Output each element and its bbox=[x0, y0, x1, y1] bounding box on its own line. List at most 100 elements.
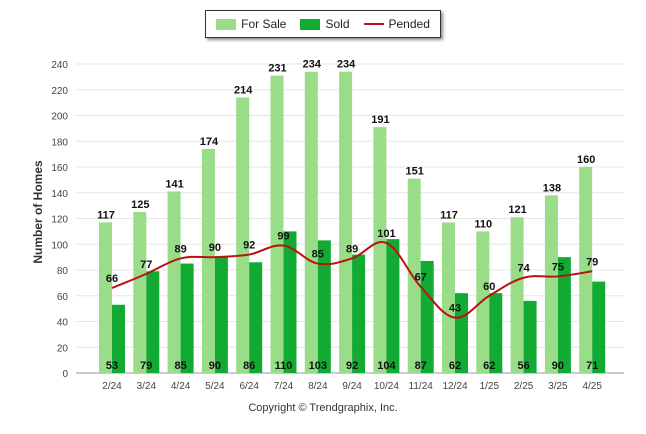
y-tick-label: 200 bbox=[51, 112, 68, 123]
label-pended: 89 bbox=[346, 243, 358, 255]
label-sold: 62 bbox=[483, 360, 495, 372]
bar-for-sale bbox=[373, 127, 387, 374]
label-for-sale: 117 bbox=[440, 209, 458, 221]
y-tick-label: 0 bbox=[62, 369, 68, 380]
label-for-sale: 110 bbox=[474, 218, 492, 230]
y-tick-label: 160 bbox=[51, 163, 68, 174]
pended-line-layer bbox=[111, 241, 593, 319]
legend-label-for-sale: For Sale bbox=[241, 17, 287, 31]
x-tick-label: 9/24 bbox=[342, 381, 362, 392]
label-pended: 101 bbox=[377, 228, 395, 240]
bar-for-sale bbox=[579, 167, 593, 373]
bar-for-sale bbox=[407, 178, 421, 373]
label-pended: 92 bbox=[243, 240, 255, 252]
label-pended: 60 bbox=[483, 281, 495, 293]
label-for-sale: 214 bbox=[234, 84, 253, 96]
label-for-sale: 174 bbox=[200, 136, 219, 148]
label-for-sale: 121 bbox=[508, 204, 526, 216]
label-sold: 85 bbox=[174, 360, 186, 372]
y-tick-label: 220 bbox=[51, 86, 68, 97]
legend-item-pended[interactable]: Pended bbox=[363, 17, 430, 31]
y-tick-label: 180 bbox=[51, 137, 68, 148]
label-for-sale: 117 bbox=[97, 209, 115, 221]
label-sold: 92 bbox=[346, 360, 358, 372]
y-tick-label: 120 bbox=[51, 215, 68, 226]
label-pended: 66 bbox=[106, 273, 118, 285]
x-tick-label: 4/24 bbox=[171, 381, 191, 392]
label-for-sale: 231 bbox=[268, 63, 286, 75]
x-tick-label: 6/24 bbox=[239, 381, 259, 392]
label-for-sale: 160 bbox=[577, 154, 595, 166]
label-sold: 104 bbox=[377, 360, 396, 372]
x-tick-label: 4/25 bbox=[582, 381, 602, 392]
bar-for-sale bbox=[201, 148, 215, 373]
label-pended: 79 bbox=[586, 256, 598, 268]
label-sold: 90 bbox=[209, 360, 221, 372]
x-tick-label: 11/24 bbox=[409, 381, 434, 392]
x-tick-label: 12/24 bbox=[442, 381, 467, 392]
y-axis-ticks: 0 20 40 60 80 100 120 140 160 180 200 220 240 bbox=[51, 60, 68, 380]
bar-for-sale bbox=[304, 71, 318, 373]
x-tick-label: 1/25 bbox=[480, 381, 500, 392]
x-tick-label: 7/24 bbox=[274, 381, 294, 392]
label-pended: 75 bbox=[552, 261, 564, 273]
x-tick-label: 2/24 bbox=[102, 381, 122, 392]
label-for-sale: 234 bbox=[337, 59, 356, 71]
label-sold: 56 bbox=[517, 360, 529, 372]
bar-for-sale bbox=[236, 97, 250, 373]
label-sold: 62 bbox=[449, 360, 461, 372]
label-pended: 85 bbox=[312, 249, 324, 261]
label-sold: 53 bbox=[106, 360, 118, 372]
legend: For Sale Sold Pended bbox=[205, 10, 441, 38]
bar-for-sale bbox=[133, 212, 147, 373]
label-sold: 110 bbox=[275, 360, 293, 372]
label-for-sale: 151 bbox=[406, 166, 424, 178]
label-pended: 74 bbox=[517, 263, 530, 275]
y-tick-label: 60 bbox=[57, 292, 69, 303]
legend-swatch-pended bbox=[363, 23, 384, 25]
legend-swatch-for-sale bbox=[216, 18, 237, 30]
x-tick-label: 5/24 bbox=[205, 381, 225, 392]
label-pended: 43 bbox=[449, 303, 461, 315]
y-tick-label: 140 bbox=[51, 189, 68, 200]
copyright-text: Copyright © Trendgraphix, Inc. bbox=[248, 402, 398, 414]
bar-for-sale bbox=[442, 222, 455, 373]
label-for-sale: 234 bbox=[303, 59, 322, 71]
label-for-sale: 141 bbox=[165, 178, 183, 190]
x-tick-label: 8/24 bbox=[308, 381, 328, 392]
y-tick-label: 100 bbox=[51, 240, 68, 251]
bar-for-sale bbox=[544, 195, 558, 373]
legend-label-pended: Pended bbox=[388, 17, 430, 31]
legend-item-sold[interactable]: Sold bbox=[300, 17, 350, 31]
label-sold: 103 bbox=[309, 360, 327, 372]
x-tick-label: 3/24 bbox=[137, 381, 157, 392]
bar-sold bbox=[523, 300, 537, 373]
bar-for-sale bbox=[167, 191, 181, 373]
bar-sold bbox=[352, 254, 366, 373]
y-axis-label: Number of Homes bbox=[31, 160, 45, 264]
bar-sold bbox=[455, 293, 468, 373]
bar-sold bbox=[214, 257, 228, 373]
bar-for-sale bbox=[510, 217, 524, 373]
bar-for-sale bbox=[99, 222, 112, 373]
bar-sold bbox=[592, 281, 606, 373]
label-sold: 86 bbox=[243, 360, 255, 372]
x-axis-ticks: 2/24 3/24 4/24 5/24 6/24 7/24 8/24 9/24 10/24 11/… bbox=[102, 381, 602, 392]
bar-sold bbox=[386, 239, 400, 373]
label-sold: 87 bbox=[415, 360, 427, 372]
label-sold: 79 bbox=[140, 360, 152, 372]
bar-for-sale bbox=[270, 75, 284, 374]
bar-sold bbox=[112, 304, 125, 373]
label-sold: 71 bbox=[586, 360, 598, 372]
legend-item-for-sale[interactable]: For Sale bbox=[216, 17, 286, 31]
label-for-sale: 138 bbox=[543, 182, 561, 194]
label-pended: 90 bbox=[209, 242, 221, 254]
bar-sold bbox=[146, 271, 160, 373]
label-pended: 89 bbox=[174, 243, 186, 255]
data-labels: 117 53 125 79 141 85 174 90 214 86 231 110 234 103 234… bbox=[97, 59, 598, 372]
legend-label-sold: Sold bbox=[325, 17, 350, 31]
label-pended: 67 bbox=[415, 272, 427, 284]
label-pended: 77 bbox=[140, 259, 152, 271]
bar-sold bbox=[249, 262, 263, 373]
y-tick-label: 20 bbox=[57, 343, 69, 354]
